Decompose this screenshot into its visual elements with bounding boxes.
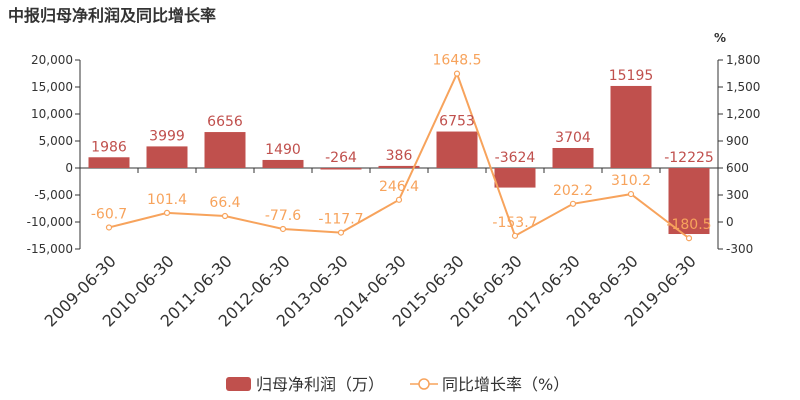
bar-data-label: 1490 — [265, 142, 301, 158]
legend-line-label: 同比增长率（%） — [442, 375, 569, 394]
bar-data-label: -12225 — [664, 150, 714, 166]
bar — [204, 132, 246, 168]
y-right-tick-label: 1,800 — [726, 53, 760, 67]
bar — [552, 147, 594, 168]
line-data-label: -117.7 — [318, 212, 363, 228]
y-right-tick-label: 1,200 — [726, 107, 760, 121]
y-left-tick-label: -15,000 — [27, 242, 73, 256]
bar-data-label: -264 — [325, 150, 357, 166]
bar — [88, 157, 130, 168]
bar-data-label: 15195 — [609, 68, 654, 84]
bar — [320, 168, 362, 170]
line-data-label: 310.2 — [611, 173, 651, 189]
y-right-tick-label: 900 — [726, 134, 749, 148]
line-point — [511, 232, 519, 239]
line-point — [685, 235, 693, 242]
y-right-tick-label: -300 — [726, 242, 753, 256]
line-point — [453, 70, 461, 77]
bar-data-label: 3704 — [555, 130, 591, 146]
line-point — [105, 224, 113, 231]
y-left-tick-label: 20,000 — [31, 53, 73, 67]
y-right-tick-label: 1,500 — [726, 80, 760, 94]
bar-data-label: 1986 — [91, 139, 127, 155]
line-point — [221, 212, 229, 220]
y-left-tick-label: 0 — [65, 161, 73, 175]
line-point — [279, 225, 287, 233]
line-data-label: 246.4 — [379, 179, 419, 195]
line-point — [627, 190, 635, 198]
legend-line-marker — [418, 378, 430, 390]
y-left-tick-label: -5,000 — [34, 188, 73, 202]
bar-data-label: 386 — [386, 148, 413, 164]
line-data-label: -180.5 — [666, 217, 711, 233]
chart-title: 中报归母净利润及同比增长率 — [8, 6, 217, 25]
line-data-label: 1648.5 — [433, 53, 482, 69]
bar — [436, 131, 478, 168]
y-left-tick-label: 15,000 — [31, 80, 73, 94]
y-right-unit: % — [714, 31, 726, 45]
bar — [610, 85, 652, 168]
legend-bar-swatch — [226, 377, 251, 391]
y-left-tick-label: 10,000 — [31, 107, 73, 121]
line-point — [337, 229, 345, 236]
legend-bar-label: 归母净利润（万） — [256, 375, 384, 394]
y-right-tick-label: 300 — [726, 188, 749, 202]
bar — [146, 146, 188, 168]
bar — [378, 165, 420, 168]
line-data-label: 202.2 — [553, 183, 593, 199]
bar — [668, 168, 710, 235]
y-right-tick-label: 0 — [726, 215, 734, 229]
line-data-label: 66.4 — [209, 195, 240, 211]
y-right-tick-label: 600 — [726, 161, 749, 175]
y-left-tick-label: -10,000 — [27, 215, 73, 229]
line-data-label: -153.7 — [492, 215, 537, 231]
line-data-label: -77.6 — [265, 208, 301, 224]
bar-data-label: -3624 — [495, 150, 536, 166]
bar — [494, 168, 536, 188]
bar-data-label: 6656 — [207, 114, 243, 130]
bar-data-label: 3999 — [149, 128, 185, 144]
line-data-label: -60.7 — [91, 206, 127, 222]
line-data-label: 101.4 — [147, 192, 187, 208]
bar-data-label: 6753 — [439, 114, 475, 130]
line-point — [395, 196, 403, 203]
bar — [262, 159, 304, 168]
y-left-tick-label: 5,000 — [39, 134, 73, 148]
line-point — [163, 209, 171, 216]
line-point — [569, 200, 577, 207]
